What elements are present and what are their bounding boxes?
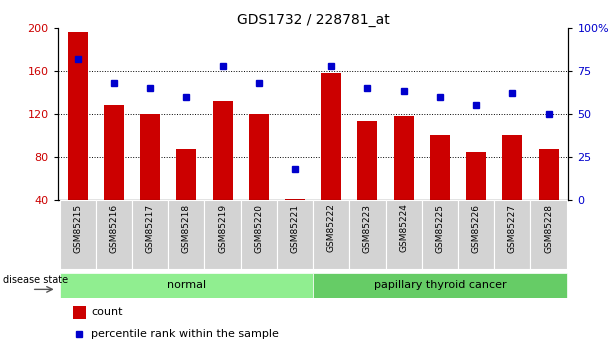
Bar (104, 105, 124, 200)
Text: GSM85222: GSM85222 (326, 204, 336, 253)
Text: GSM85228: GSM85228 (544, 204, 553, 253)
Bar (249, 114, 269, 200)
Text: GSM85217: GSM85217 (146, 204, 154, 253)
Bar (60, 273, 313, 298)
Bar (321, 73, 341, 200)
Text: GSM85216: GSM85216 (109, 204, 119, 253)
Title: GDS1732 / 228781_at: GDS1732 / 228781_at (237, 12, 390, 27)
Bar (285, 199, 305, 200)
Bar (140, 114, 160, 200)
Bar (430, 136, 450, 200)
Text: papillary thyroid cancer: papillary thyroid cancer (373, 280, 506, 290)
Text: percentile rank within the sample: percentile rank within the sample (91, 329, 279, 339)
Bar (176, 149, 196, 200)
Bar (204, 200, 241, 269)
Bar (422, 200, 458, 269)
Bar (350, 200, 385, 269)
Bar (60, 200, 96, 269)
Text: GSM85220: GSM85220 (254, 204, 263, 253)
Text: disease state: disease state (3, 275, 68, 285)
Text: GSM85227: GSM85227 (508, 204, 517, 253)
Bar (530, 200, 567, 269)
Bar (313, 273, 567, 298)
Text: GSM85224: GSM85224 (399, 204, 408, 253)
Text: GSM85221: GSM85221 (291, 204, 300, 253)
Bar (458, 200, 494, 269)
Text: GSM85226: GSM85226 (472, 204, 480, 253)
Text: count: count (91, 307, 122, 317)
Text: GSM85215: GSM85215 (73, 204, 82, 253)
Bar (385, 200, 422, 269)
Bar (358, 121, 378, 200)
Bar (539, 149, 559, 200)
Bar (213, 101, 232, 200)
Text: GSM85225: GSM85225 (435, 204, 444, 253)
Bar (466, 151, 486, 200)
Bar (241, 200, 277, 269)
Text: GSM85218: GSM85218 (182, 204, 191, 253)
Text: normal: normal (167, 280, 206, 290)
Bar (277, 200, 313, 269)
Bar (313, 200, 350, 269)
Bar (394, 116, 413, 200)
Bar (67, 32, 88, 200)
Bar (132, 200, 168, 269)
Bar (96, 200, 132, 269)
Text: GSM85219: GSM85219 (218, 204, 227, 253)
Bar (168, 200, 204, 269)
Bar (73, 306, 86, 319)
Bar (494, 200, 530, 269)
Bar (502, 136, 522, 200)
Text: GSM85223: GSM85223 (363, 204, 372, 253)
